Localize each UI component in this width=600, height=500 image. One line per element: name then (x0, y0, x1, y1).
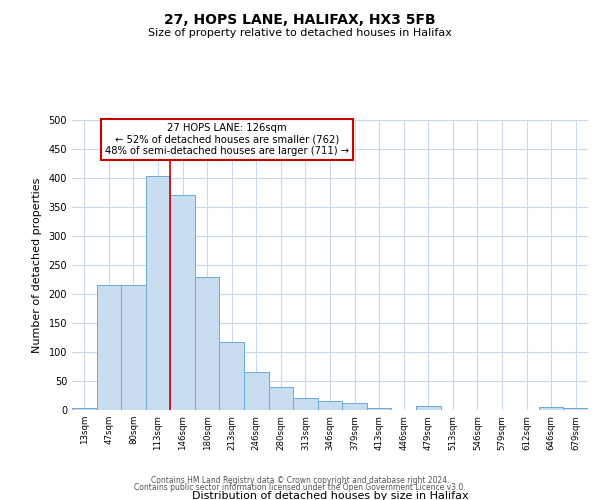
Bar (342, 403, 367, 410)
Bar (416, 406, 440, 410)
Bar (146, 176, 170, 410)
Bar (220, 342, 244, 410)
Text: Contains public sector information licensed under the Open Government Licence v3: Contains public sector information licen… (134, 484, 466, 492)
Bar (97, 286, 121, 410)
Bar (170, 196, 195, 410)
Bar (367, 408, 391, 410)
Text: 27 HOPS LANE: 126sqm
← 52% of detached houses are smaller (762)
48% of semi-deta: 27 HOPS LANE: 126sqm ← 52% of detached h… (105, 123, 349, 156)
Bar (293, 398, 318, 410)
Bar (72, 408, 97, 410)
Text: Size of property relative to detached houses in Halifax: Size of property relative to detached ho… (148, 28, 452, 38)
X-axis label: Distribution of detached houses by size in Halifax: Distribution of detached houses by size … (191, 492, 469, 500)
Bar (244, 372, 269, 410)
Text: 27, HOPS LANE, HALIFAX, HX3 5FB: 27, HOPS LANE, HALIFAX, HX3 5FB (164, 12, 436, 26)
Bar (318, 402, 342, 410)
Y-axis label: Number of detached properties: Number of detached properties (32, 178, 41, 352)
Bar (269, 387, 293, 410)
Bar (563, 408, 588, 410)
Bar (121, 286, 146, 410)
Bar (539, 407, 563, 410)
Bar (195, 276, 220, 410)
Text: Contains HM Land Registry data © Crown copyright and database right 2024.: Contains HM Land Registry data © Crown c… (151, 476, 449, 485)
